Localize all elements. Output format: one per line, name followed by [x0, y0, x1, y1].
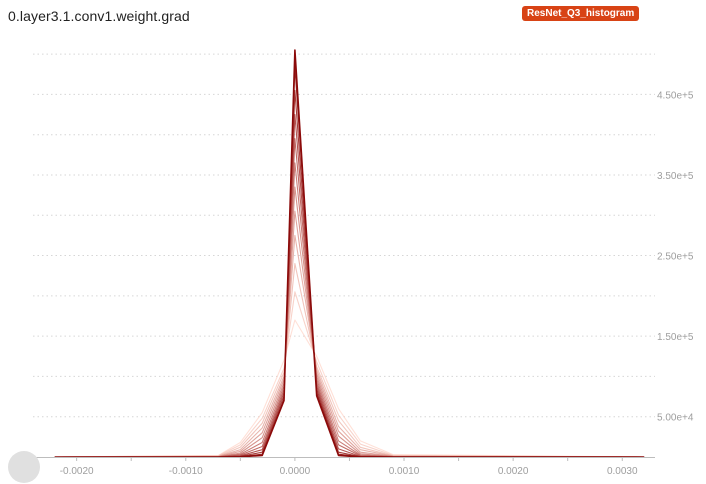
series-line	[54, 65, 645, 458]
x-tick-label: 0.0020	[498, 466, 529, 477]
y-tick-label: 3.50e+5	[657, 171, 694, 182]
y-tick-label: 2.50e+5	[657, 252, 694, 263]
y-tick-label: 4.50e+5	[657, 90, 694, 101]
series-line	[54, 263, 645, 458]
chart-title: 0.layer3.1.conv1.weight.grad	[8, 8, 190, 24]
x-tick-label: 0.0010	[389, 466, 420, 477]
y-tick-label: 1.50e+5	[657, 332, 694, 343]
y-axis: 5.00e+4 1.50e+5 2.50e+5 3.50e+5 4.50e+5	[657, 90, 694, 423]
x-tick-label: -0.0020	[60, 466, 94, 477]
run-tag-badge[interactable]: ResNet_Q3_histogram	[522, 6, 640, 21]
y-tick-label: 5.00e+4	[657, 413, 694, 424]
x-axis: -0.0020 -0.0010 0.0000 0.0010 0.0020 0.0030	[33, 457, 655, 477]
series-line	[54, 319, 645, 458]
series-line	[54, 186, 645, 458]
series-line	[54, 89, 645, 458]
grid-lines	[33, 53, 655, 418]
series-line	[54, 291, 645, 458]
series-line	[54, 49, 645, 458]
series-line	[54, 210, 645, 458]
series-group	[54, 49, 645, 458]
series-line	[54, 113, 645, 458]
x-tick-label: 0.0030	[607, 466, 638, 477]
series-line	[54, 234, 645, 458]
series-line	[54, 138, 645, 458]
x-tick-label: 0.0000	[280, 466, 311, 477]
expand-button[interactable]	[8, 451, 40, 483]
x-tick-label: -0.0010	[169, 466, 203, 477]
series-line	[54, 162, 645, 458]
